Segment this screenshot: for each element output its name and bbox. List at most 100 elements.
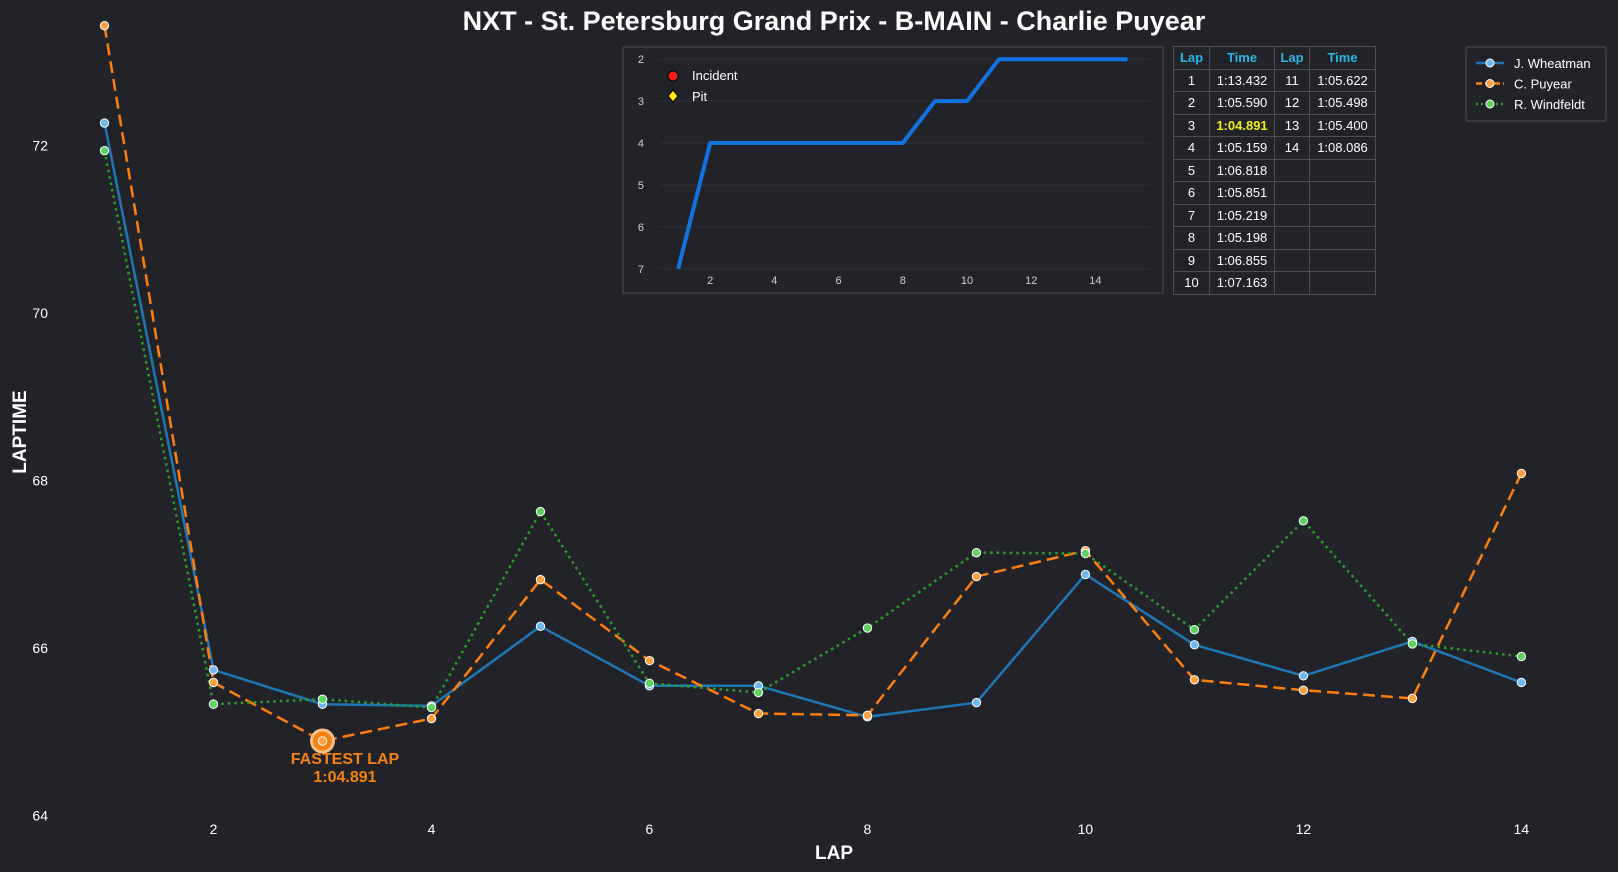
lap-time-cell bbox=[1309, 203, 1376, 227]
table-row: 10 1:07.163 bbox=[1173, 271, 1376, 295]
lap-time-cell: 1:08.086 bbox=[1309, 136, 1376, 160]
series-point bbox=[1189, 625, 1200, 635]
series-point bbox=[1298, 671, 1309, 681]
inset-legend-pit: Pit bbox=[692, 89, 708, 104]
lap-number-cell: 10 bbox=[1173, 271, 1210, 295]
y-tick-label: 66 bbox=[32, 640, 48, 656]
y-tick-label: 72 bbox=[32, 138, 48, 154]
lap-time-cell: 1:05.400 bbox=[1309, 113, 1376, 137]
x-tick-label: 2 bbox=[210, 821, 218, 837]
x-tick-label: 4 bbox=[428, 821, 436, 837]
lap-time-cell bbox=[1309, 226, 1376, 250]
series-point bbox=[1516, 677, 1527, 688]
lap-number-cell: 5 bbox=[1173, 158, 1210, 182]
series-line-1 bbox=[103, 25, 1523, 743]
lap-time-cell: 1:04.891 bbox=[1209, 113, 1275, 137]
lap-number-cell bbox=[1274, 248, 1310, 272]
inset-x-tick-label: 10 bbox=[961, 275, 973, 287]
series-point bbox=[1407, 639, 1418, 649]
series-line-2 bbox=[103, 150, 1522, 709]
y-tick-label: 70 bbox=[32, 305, 48, 321]
legend-label: J. Wheatman bbox=[1514, 56, 1591, 71]
inset-y-tick-label: 7 bbox=[638, 264, 644, 276]
inset-y-tick-label: 4 bbox=[638, 138, 644, 150]
lap-number-cell: 14 bbox=[1274, 136, 1310, 160]
inset-x-tick-label: 8 bbox=[900, 275, 906, 287]
table-row: 5 1:06.818 bbox=[1173, 158, 1376, 182]
inset-x-tick-label: 4 bbox=[771, 275, 777, 287]
pit-marker-icon bbox=[667, 89, 679, 103]
lap-number-cell: 4 bbox=[1173, 136, 1210, 160]
fastest-lap-annotation: FASTEST LAP 1:04.891 bbox=[291, 751, 400, 786]
table-row: 6 1:05.851 bbox=[1173, 181, 1376, 205]
lap-number-cell: 8 bbox=[1173, 226, 1210, 250]
lap-time-cell bbox=[1309, 271, 1376, 295]
inset-y-tick-label: 3 bbox=[638, 96, 644, 108]
lap-number-cell bbox=[1274, 158, 1310, 182]
lap-time-cell: 1:05.198 bbox=[1209, 226, 1275, 250]
inset-y-tick-label: 2 bbox=[638, 54, 644, 66]
series-point bbox=[1189, 640, 1200, 650]
lap-time-cell bbox=[1309, 181, 1376, 205]
inset-x-tick-label: 14 bbox=[1089, 275, 1101, 287]
series-point bbox=[208, 699, 219, 709]
lap-number-cell bbox=[1274, 226, 1310, 250]
lap-number-cell: 12 bbox=[1274, 91, 1310, 115]
series-point bbox=[1516, 468, 1527, 479]
header-lap: Lap bbox=[1274, 46, 1310, 70]
lap-number-cell: 6 bbox=[1173, 181, 1210, 205]
inset-x-tick-label: 12 bbox=[1025, 275, 1037, 287]
x-tick-label: 14 bbox=[1514, 821, 1530, 837]
lap-time-cell: 1:05.159 bbox=[1209, 136, 1275, 160]
chart-title: NXT - St. Petersburg Grand Prix - B-MAIN… bbox=[463, 6, 1206, 36]
lap-number-cell: 11 bbox=[1274, 68, 1310, 92]
lap-times-table: Lap Time Lap Time 1 1:13.432 11 1:05.622 2 1:… bbox=[1173, 46, 1376, 295]
series-point bbox=[1298, 685, 1309, 695]
series-point bbox=[208, 677, 219, 688]
lap-number-cell: 1 bbox=[1173, 68, 1210, 92]
series-point bbox=[971, 571, 982, 582]
fastest-lap-time: 1:04.891 bbox=[313, 769, 376, 786]
series-point bbox=[99, 118, 110, 128]
legend-marker bbox=[1485, 58, 1495, 68]
legend-marker bbox=[1485, 99, 1495, 109]
table-row: 9 1:06.855 bbox=[1173, 248, 1376, 272]
header-time: Time bbox=[1209, 46, 1275, 70]
lap-number-cell: 7 bbox=[1173, 203, 1210, 227]
x-tick-label: 6 bbox=[646, 821, 654, 837]
incident-marker-icon bbox=[667, 70, 679, 82]
lap-time-cell: 1:05.498 bbox=[1309, 91, 1376, 115]
series-point bbox=[317, 694, 328, 704]
inset-x-tick-label: 2 bbox=[707, 275, 713, 287]
lap-time-cell: 1:13.432 bbox=[1209, 68, 1275, 92]
series-point bbox=[862, 710, 873, 720]
x-axis-ticks: 2 4 6 8 10 12 14 bbox=[210, 821, 1530, 837]
table-row: 4 1:05.159 14 1:08.086 bbox=[1173, 136, 1376, 160]
lap-time-cell bbox=[1309, 158, 1376, 182]
series-point bbox=[971, 697, 982, 708]
table-row: 1 1:13.432 11 1:05.622 bbox=[1173, 68, 1376, 92]
series-point bbox=[208, 665, 219, 675]
table-row: 3 1:04.891 13 1:05.400 bbox=[1173, 113, 1376, 137]
legend-label: C. Puyear bbox=[1514, 77, 1572, 92]
y-tick-label: 68 bbox=[32, 473, 48, 489]
lap-time-cell: 1:06.855 bbox=[1209, 248, 1275, 272]
header-lap: Lap bbox=[1173, 46, 1210, 70]
series-point bbox=[1298, 516, 1309, 526]
series-point bbox=[1516, 651, 1527, 662]
inset-y-ticks: 2 3 4 5 6 7 bbox=[638, 54, 644, 276]
table-header-row: Lap Time Lap Time bbox=[1173, 46, 1376, 70]
table-row: 7 1:05.219 bbox=[1173, 203, 1376, 227]
y-axis-label: LAPTIME bbox=[10, 390, 31, 473]
lap-time-cell: 1:05.219 bbox=[1209, 203, 1275, 227]
inset-x-ticks: 2 4 6 8 10 12 14 bbox=[707, 275, 1101, 287]
lap-number-cell: 2 bbox=[1173, 91, 1210, 115]
lap-time-cell: 1:05.590 bbox=[1209, 91, 1275, 115]
x-tick-label: 10 bbox=[1078, 821, 1094, 837]
series-point bbox=[971, 547, 982, 558]
series-point bbox=[426, 702, 437, 713]
x-tick-label: 12 bbox=[1296, 821, 1312, 837]
series-point bbox=[753, 687, 764, 698]
lap-number-cell bbox=[1274, 271, 1310, 295]
